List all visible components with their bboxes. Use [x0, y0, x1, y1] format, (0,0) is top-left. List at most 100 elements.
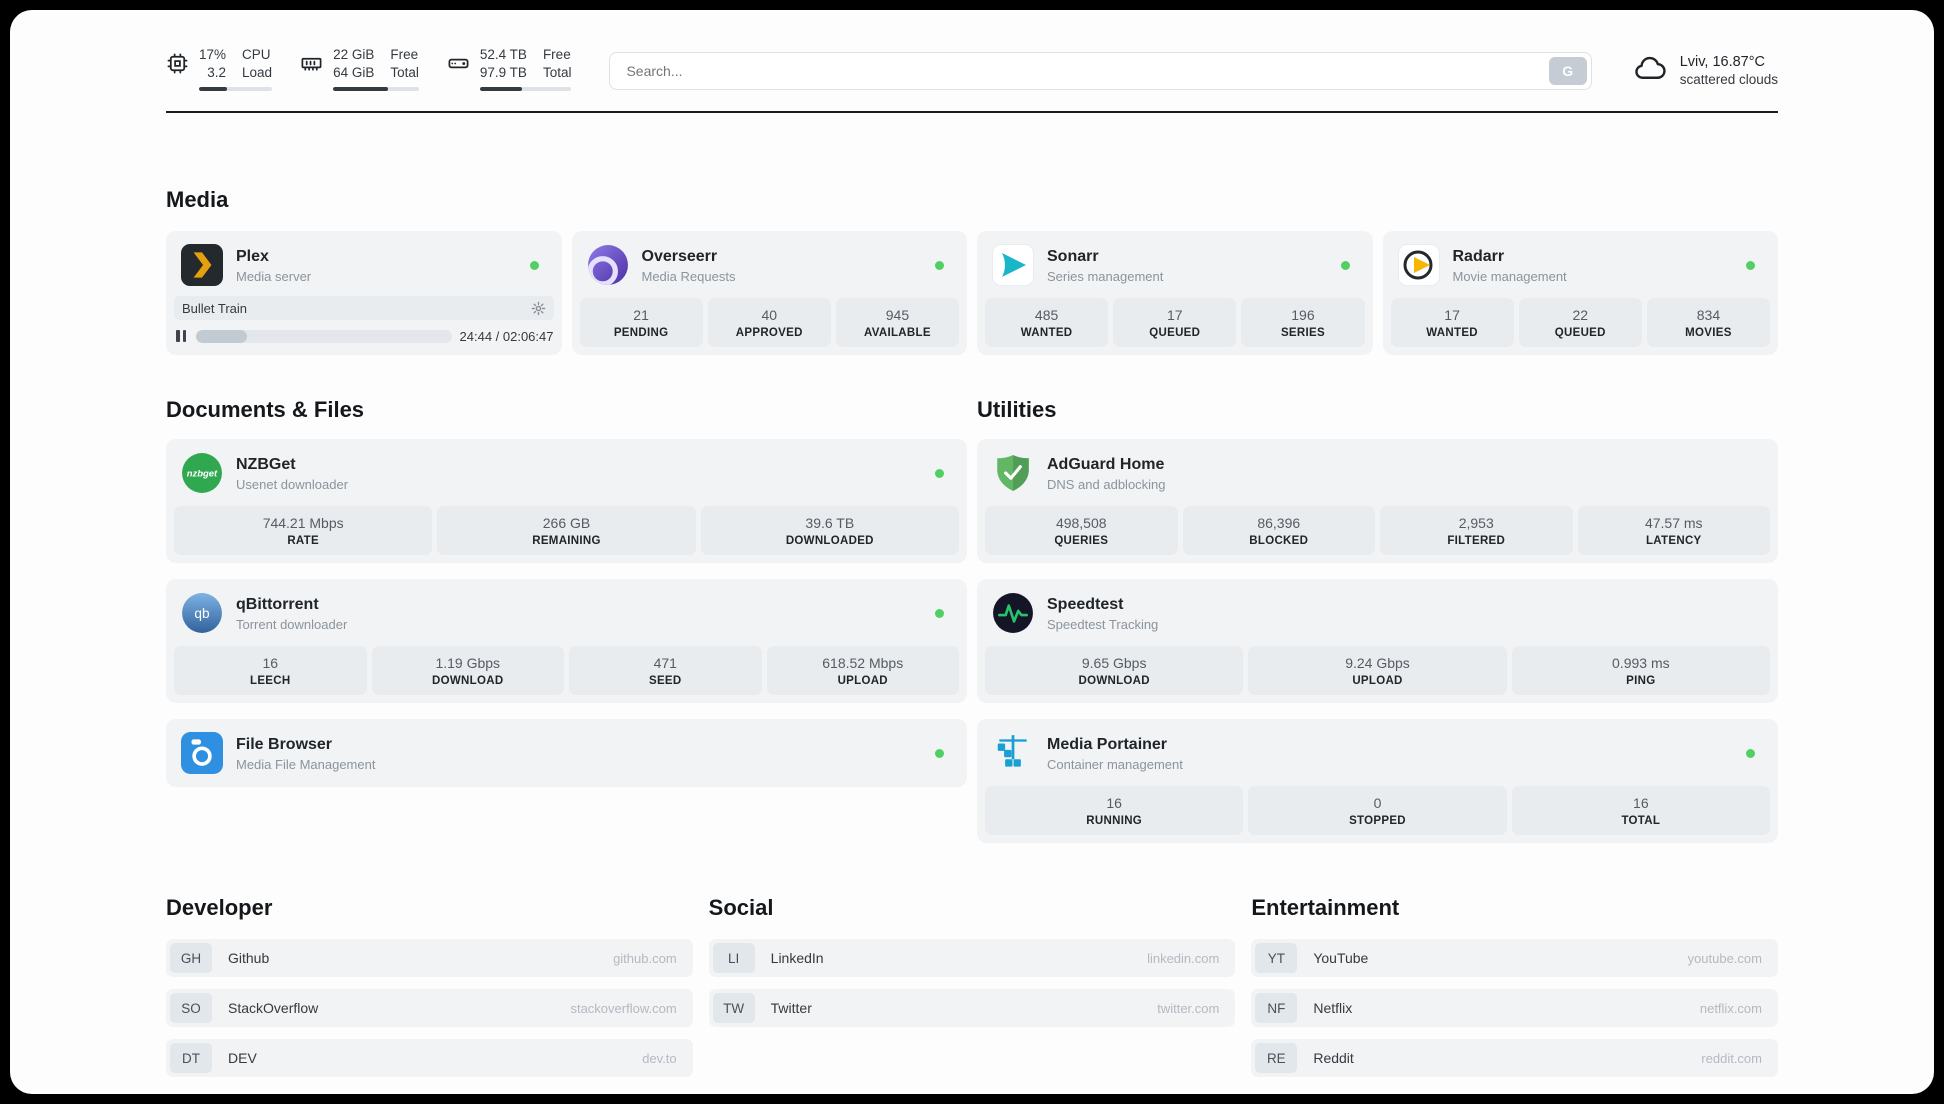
disk-monitor: 52.4 TB 97.9 TB Free Total — [447, 46, 572, 92]
stat-label: RUNNING — [1086, 815, 1143, 828]
stat-label: SERIES — [1280, 327, 1325, 340]
service-subtitle: Speedtest Tracking — [1047, 617, 1159, 633]
stat-value: 744.21 Mbps — [262, 515, 344, 532]
gear-icon[interactable] — [531, 301, 546, 316]
service-card-radarr[interactable]: Radarr Movie management 17 WANTED 22 QUE… — [1382, 231, 1778, 356]
stat-remaining: 266 GB REMAINING — [437, 506, 696, 556]
service-card-filebrowser[interactable]: File Browser Media File Management — [166, 719, 967, 788]
service-subtitle: Movie management — [1452, 269, 1567, 285]
cpu-label-bottom: Load — [242, 65, 273, 81]
stat-value: 1.19 Gbps — [435, 655, 501, 672]
stat-downloaded: 39.6 TB DOWNLOADED — [700, 506, 959, 556]
disk-free-value: 52.4 TB — [479, 47, 527, 62]
service-subtitle: DNS and adblocking — [1047, 477, 1166, 493]
stat-value: 2,953 — [1458, 515, 1494, 532]
bookmark-name: LinkedIn — [770, 950, 824, 967]
bookmark-netflix[interactable]: NF Netflix netflix.com — [1251, 989, 1778, 1028]
status-dot — [1746, 748, 1755, 758]
stat-value: 16 — [1106, 795, 1122, 812]
stat-total: 16 TOTAL — [1511, 786, 1770, 836]
bookmark-stackoverflow[interactable]: SO StackOverflow stackoverflow.com — [166, 989, 693, 1028]
bookmark-url: youtube.com — [1687, 950, 1762, 966]
bookmark-abbr: LI — [712, 943, 755, 974]
status-dot — [935, 468, 944, 478]
service-card-plex[interactable]: Plex Media server Bullet Train — [166, 231, 562, 356]
section-title-media: Media — [166, 187, 229, 213]
section-title-entertainment: Entertainment — [1251, 895, 1400, 921]
stat-label: UPLOAD — [837, 675, 888, 688]
stat-wanted: 17 WANTED — [1390, 298, 1514, 348]
stat-value: 47.57 ms — [1644, 515, 1703, 532]
service-title: Plex — [236, 247, 269, 265]
bookmark-youtube[interactable]: YT YouTube youtube.com — [1251, 939, 1778, 978]
memory-usage-bar — [333, 87, 419, 92]
stat-label: LEECH — [250, 675, 291, 688]
service-subtitle: Series management — [1047, 269, 1164, 285]
sonarr-icon — [992, 244, 1034, 287]
bookmark-abbr: YT — [1255, 943, 1298, 974]
service-title: AdGuard Home — [1047, 455, 1165, 473]
cloud-icon — [1632, 50, 1668, 91]
service-card-sonarr[interactable]: Sonarr Series management 485 WANTED 17 Q… — [977, 231, 1373, 356]
bookmark-dev[interactable]: DT DEV dev.to — [166, 1039, 693, 1078]
bookmark-group-social: Social LI LinkedIn linkedin.com TW Twitt… — [708, 895, 1236, 1089]
disk-icon — [447, 46, 470, 91]
bookmark-abbr: TW — [712, 993, 755, 1024]
qbittorrent-icon: qb — [181, 592, 223, 634]
stat-filtered: 2,953 FILTERED — [1380, 506, 1573, 556]
disk-label-top: Free — [542, 47, 571, 62]
disk-usage-bar — [479, 87, 572, 92]
service-card-adguard[interactable]: AdGuard Home DNS and adblocking 498,508 … — [977, 439, 1778, 564]
bookmark-reddit[interactable]: RE Reddit reddit.com — [1251, 1039, 1778, 1078]
playback-progress-fill — [196, 329, 248, 343]
playback-progress-bar — [196, 329, 452, 343]
bookmark-abbr: DT — [170, 1043, 212, 1074]
status-dot — [935, 748, 944, 758]
stat-available: 945 AVAILABLE — [835, 298, 960, 348]
bookmark-twitter[interactable]: TW Twitter twitter.com — [708, 989, 1236, 1028]
service-card-portainer[interactable]: Media Portainer Container management 16 … — [977, 719, 1778, 844]
weather-widget[interactable]: Lviv, 16.87°C scattered clouds — [1632, 50, 1778, 91]
stat-value: 266 GB — [542, 515, 591, 532]
stat-value: 21 — [633, 307, 649, 324]
stat-value: 9.24 Gbps — [1345, 655, 1410, 672]
stat-label: DOWNLOAD — [1078, 675, 1150, 688]
stat-pending: 21 PENDING — [579, 298, 703, 348]
stat-latency: 47.57 ms LATENCY — [1577, 506, 1770, 556]
nzbget-icon: nzbget — [181, 452, 223, 494]
stat-value: 498,508 — [1055, 515, 1107, 532]
service-title: Radarr — [1452, 247, 1505, 265]
status-dot — [935, 260, 944, 270]
stat-series: 196 SERIES — [1241, 298, 1365, 348]
weather-condition: scattered clouds — [1679, 72, 1778, 87]
stat-value: 22 — [1572, 307, 1589, 324]
search-input[interactable] — [609, 52, 1592, 90]
service-card-speedtest[interactable]: Speedtest Speedtest Tracking 9.65 Gbps D… — [977, 579, 1778, 704]
service-card-qbittorrent[interactable]: qb qBittorrent Torrent downloader 16 LEE… — [166, 579, 967, 704]
stat-label: WANTED — [1020, 327, 1073, 340]
topbar-divider — [166, 111, 1778, 114]
stat-queries: 498,508 QUERIES — [985, 506, 1178, 556]
bookmark-github[interactable]: GH Github github.com — [166, 939, 693, 978]
dashboard-panel: 17% 3.2 CPU Load — [10, 10, 1934, 1094]
bookmark-linkedin[interactable]: LI LinkedIn linkedin.com — [708, 939, 1236, 978]
bookmark-abbr: NF — [1255, 993, 1298, 1024]
service-title: Media Portainer — [1047, 735, 1168, 753]
stat-label: UPLOAD — [1352, 675, 1403, 688]
speedtest-icon — [992, 592, 1034, 634]
stat-value: 86,396 — [1257, 515, 1301, 532]
pause-button[interactable] — [174, 328, 188, 344]
service-card-nzbget[interactable]: nzbget NZBGet Usenet downloader 744.21 M… — [166, 439, 967, 564]
stat-label: SEED — [648, 675, 682, 688]
stat-upload: 9.24 Gbps UPLOAD — [1248, 646, 1507, 696]
service-card-overseerr[interactable]: Overseerr Media Requests 21 PENDING 40 A… — [571, 231, 967, 356]
cpu-load-value: 3.2 — [207, 65, 227, 81]
bookmark-abbr: RE — [1255, 1043, 1298, 1074]
stat-value: 17 — [1444, 307, 1460, 324]
search-provider-button[interactable]: G — [1548, 57, 1587, 85]
bookmark-group-entertainment: Entertainment YT YouTube youtube.com NF … — [1251, 895, 1778, 1089]
svg-text:nzbget: nzbget — [187, 469, 218, 480]
cpu-usage-bar — [199, 87, 273, 92]
playback-time: 24:44 / 02:06:47 — [459, 328, 554, 344]
bookmark-url: reddit.com — [1701, 1050, 1762, 1066]
